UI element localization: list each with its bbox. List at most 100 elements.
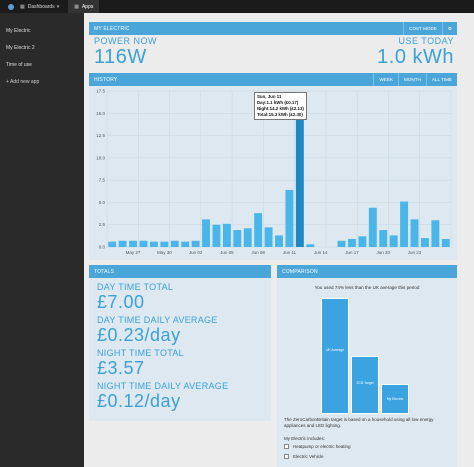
my-electric-title: MY ELECTRIC	[94, 25, 130, 32]
logo-icon	[8, 3, 14, 10]
use-today-label: USE TODAY	[398, 36, 454, 46]
apps-menu[interactable]: ▦ Apps	[68, 0, 100, 13]
add-new-app-button[interactable]: + Add new app	[0, 74, 84, 91]
x-tick-label: May 30	[157, 250, 172, 255]
apps-icon: ▦	[74, 3, 79, 10]
history-header: HISTORY WEEK MONTH ALL TIME	[89, 73, 457, 86]
bar	[170, 240, 179, 247]
ev-label: Electric Vehicle	[293, 454, 324, 459]
bar	[118, 240, 127, 247]
power-now-block: POWER NOW 116W	[94, 36, 184, 69]
bar	[285, 189, 294, 247]
sidebar-item-my-electric[interactable]: My Electric	[6, 28, 31, 34]
x-tick-label: Jun 08	[251, 250, 265, 255]
bar	[181, 241, 190, 247]
bar	[348, 238, 356, 247]
use-today-block: USE TODAY 1.0 kWh	[360, 36, 454, 69]
gear-icon: ⚙	[447, 26, 452, 31]
includes-label: My Electric includes:	[284, 436, 326, 441]
bar	[420, 238, 429, 247]
x-tick-label: Jun 05	[220, 250, 234, 255]
use-today-value: 1.0 kWh	[377, 46, 454, 68]
x-tick-label: May 27	[126, 250, 141, 255]
range-month-button[interactable]: MONTH	[397, 73, 426, 86]
tooltip-day: Day:1.1 kWh (£0.17)	[257, 100, 299, 105]
ev-option[interactable]: Electric Vehicle	[284, 454, 450, 460]
add-new-app-label: Add new app	[10, 79, 40, 85]
comparison-panel: You used 74% less than the UK average th…	[277, 278, 457, 467]
day-average-value: £0.23/day	[97, 325, 181, 345]
sidebar-item-time-of-use[interactable]: Time of use	[6, 62, 32, 68]
heatpump-label: Heatpump or electric heating	[293, 444, 351, 449]
bar	[275, 235, 283, 247]
bar	[222, 223, 231, 247]
sidebar-item-my-electric-2[interactable]: My Electric 2	[6, 45, 35, 51]
y-tick-label: 15.0	[96, 111, 105, 116]
night-total-value: £3.57	[97, 358, 145, 378]
bar	[233, 230, 242, 247]
day-average-label: DAY TIME DAILY AVERAGE	[97, 315, 218, 325]
bar	[410, 219, 419, 247]
bar	[431, 220, 440, 247]
bar	[400, 201, 409, 247]
night-average-label: NIGHT TIME DAILY AVERAGE	[97, 381, 229, 391]
history-title: HISTORY	[94, 76, 118, 83]
totals-header: TOTALS	[89, 265, 271, 278]
comparison-bar-label: ZCB Target	[356, 381, 374, 386]
ev-checkbox[interactable]	[284, 454, 289, 460]
day-total-value: £7.00	[97, 292, 145, 312]
power-now-label: POWER NOW	[94, 36, 157, 46]
dashboards-label: Dashboards	[27, 3, 55, 10]
comparison-bar: My Electric	[381, 383, 409, 414]
heatpump-checkbox[interactable]	[284, 444, 289, 450]
bar	[139, 240, 148, 247]
tooltip-night: Night:14.2 kWh (£2.13)	[257, 106, 304, 111]
power-now-value: 116W	[94, 46, 147, 68]
bar	[368, 207, 377, 247]
bar	[306, 244, 315, 247]
x-tick-label: Jun 14	[314, 250, 328, 255]
totals-title: TOTALS	[94, 268, 115, 275]
comparison-title: COMPARISON	[282, 268, 318, 275]
dashboards-menu[interactable]: ▦ Dashboards ▾	[14, 0, 68, 13]
top-navbar: ▦ Dashboards ▾ ▦ Apps	[0, 0, 474, 13]
bar	[191, 240, 200, 247]
comparison-bar-label: My Electric	[386, 397, 404, 402]
night-total-label: NIGHT TIME TOTAL	[97, 348, 184, 358]
y-tick-label: 12.5	[96, 133, 105, 138]
range-all-time-button[interactable]: ALL TIME	[425, 73, 457, 86]
bar	[160, 241, 169, 247]
tooltip-date: Sun, Jun 11	[257, 94, 282, 99]
y-tick-label: 2.5	[99, 222, 106, 227]
bar	[254, 213, 263, 247]
history-chart[interactable]: 17.5 15.0 12.5 10.0 7.5 5.0 2.5 0.0 May 27 May 30…	[89, 86, 457, 260]
range-week-button[interactable]: WEEK	[373, 73, 398, 86]
cost-mode-button[interactable]: COST MODE	[403, 22, 442, 35]
x-tick-label: Jun 11	[283, 250, 297, 255]
x-tick-label: Jun 20	[376, 250, 390, 255]
plus-icon: +	[6, 79, 11, 85]
tooltip-total: Total:15.3 kWh (£2.30)	[257, 112, 303, 117]
y-tick-label: 10.0	[96, 155, 105, 160]
x-tick-label: Jun 02	[189, 250, 203, 255]
y-tick-label: 17.5	[96, 89, 105, 94]
settings-button[interactable]: ⚙	[441, 22, 457, 35]
chart-tooltip: Sun, Jun 11 Day:1.1 kWh (£0.17) Night:14…	[254, 92, 307, 120]
comparison-bar: UK Average	[321, 298, 349, 414]
apps-label: Apps	[81, 3, 94, 10]
comparison-footnote: The ZeroCarbonBritain target is based on…	[284, 417, 434, 428]
chevron-down-icon: ▾	[56, 3, 60, 10]
comparison-header: COMPARISON	[277, 265, 457, 278]
day-total-label: DAY TIME TOTAL	[97, 282, 174, 292]
bar	[264, 227, 273, 247]
bar	[149, 241, 158, 247]
dashboard-icon: ▦	[20, 3, 25, 10]
y-tick-label: 0.0	[99, 245, 106, 250]
bar	[212, 224, 221, 247]
bar	[389, 235, 398, 247]
heatpump-option[interactable]: Heatpump or electric heating	[284, 444, 450, 450]
bar	[441, 238, 450, 247]
bar	[379, 230, 388, 247]
x-tick-label: Jun 23	[408, 250, 422, 255]
comparison-bar-label: UK Average	[325, 347, 345, 352]
